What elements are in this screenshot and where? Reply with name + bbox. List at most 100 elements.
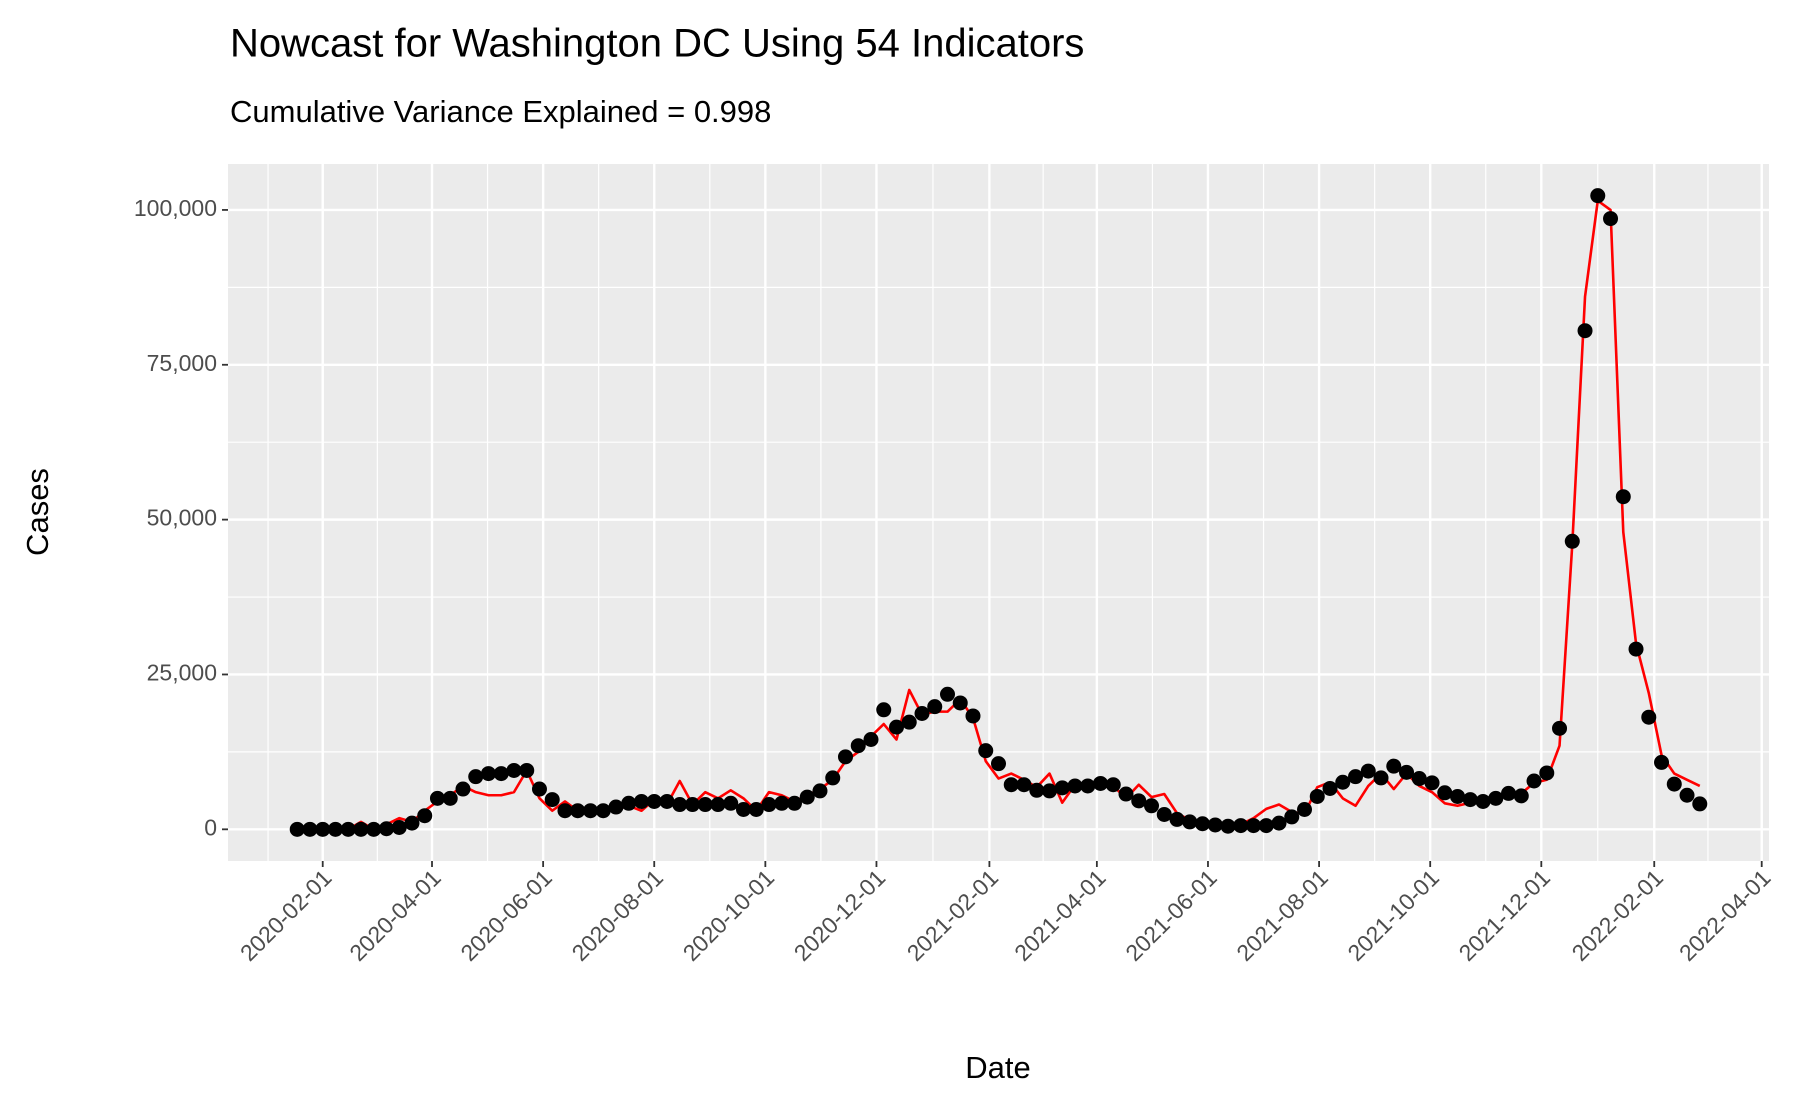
observed-point [1118, 786, 1134, 802]
x-tick-label: 2020-06-01 [455, 864, 557, 966]
x-tick-label: 2020-12-01 [789, 864, 891, 966]
x-tick-label: 2021-10-01 [1342, 864, 1444, 966]
observed-point [723, 795, 739, 811]
observed-point [978, 743, 994, 759]
observed-point [557, 803, 573, 819]
observed-point [1054, 780, 1070, 796]
observed-point [888, 719, 904, 735]
observed-point [1628, 641, 1644, 657]
observed-point [1309, 788, 1325, 804]
y-tick-label: 100,000 [134, 195, 217, 221]
observed-point [672, 797, 688, 813]
x-tick-label: 2021-08-01 [1231, 864, 1333, 966]
observed-point [1360, 763, 1376, 779]
x-tick-label: 2020-10-01 [678, 864, 780, 966]
observed-point [786, 795, 802, 811]
observed-point [876, 702, 892, 718]
x-tick-label: 2021-02-01 [902, 864, 1004, 966]
observed-point [1003, 777, 1019, 793]
observed-point [914, 705, 930, 721]
observed-point [595, 803, 611, 819]
observed-point [1233, 818, 1249, 834]
observed-point [302, 821, 318, 837]
observed-point [1144, 798, 1160, 814]
observed-point [1386, 758, 1402, 774]
observed-point [774, 795, 790, 811]
observed-point [1590, 188, 1606, 204]
chart-title: Nowcast for Washington DC Using 54 Indic… [230, 22, 1084, 66]
observed-point [1399, 764, 1415, 780]
observed-point [1526, 773, 1542, 789]
observed-point [1411, 771, 1427, 787]
observed-point [1182, 814, 1198, 830]
observed-point [429, 790, 445, 806]
observed-point [1105, 777, 1121, 793]
observed-point [1169, 811, 1185, 827]
observed-point [1284, 809, 1300, 825]
observed-point [799, 789, 815, 805]
observed-point [1029, 782, 1045, 798]
observed-point [812, 783, 828, 799]
x-tick-label: 2020-08-01 [566, 864, 668, 966]
chart-subtitle: Cumulative Variance Explained = 0.998 [230, 94, 771, 129]
y-axis-title: Cases [20, 468, 55, 556]
observed-point [633, 793, 649, 809]
observed-point [455, 781, 471, 797]
observed-point [825, 770, 841, 786]
observed-point [1641, 709, 1657, 725]
observed-point [1093, 775, 1109, 791]
observed-point [1462, 792, 1478, 808]
observed-point [340, 821, 356, 837]
observed-point [1348, 769, 1364, 785]
observed-point [901, 714, 917, 730]
observed-point [391, 819, 407, 835]
observed-point [366, 821, 382, 837]
observed-point [659, 793, 675, 809]
x-tick-label: 2020-04-01 [344, 864, 446, 966]
observed-point [531, 781, 547, 797]
observed-point [1156, 806, 1172, 822]
observed-point [417, 808, 433, 824]
y-tick-label: 25,000 [147, 660, 217, 686]
observed-point [1016, 777, 1032, 793]
observed-point [1220, 818, 1236, 834]
observed-point [442, 790, 458, 806]
observed-point [1475, 793, 1491, 809]
observed-point [1615, 489, 1631, 505]
observed-point [621, 795, 637, 811]
observed-point [544, 792, 560, 808]
observed-point [1246, 818, 1262, 834]
observed-point [939, 686, 955, 702]
observed-point [1564, 533, 1580, 549]
observed-point [1258, 818, 1274, 834]
observed-point [608, 799, 624, 815]
x-axis-title: Date [965, 1050, 1030, 1085]
observed-point [519, 762, 535, 778]
observed-point [1080, 778, 1096, 794]
observed-point [952, 695, 968, 711]
observed-point [1577, 323, 1593, 339]
observed-point [506, 762, 522, 778]
y-tick-label: 75,000 [147, 350, 217, 376]
observed-point [404, 815, 420, 831]
observed-point [1207, 817, 1223, 833]
observed-point [863, 732, 879, 748]
observed-point [735, 801, 751, 817]
observed-point [710, 797, 726, 813]
x-tick-label: 2022-04-01 [1674, 864, 1776, 966]
observed-point [1297, 801, 1313, 817]
x-tick-label: 2020-02-01 [235, 864, 337, 966]
observed-point [1488, 790, 1504, 806]
observed-point [697, 797, 713, 813]
observed-point [1501, 785, 1517, 801]
observed-point [965, 708, 981, 724]
observed-point [1692, 796, 1708, 812]
observed-point [1603, 211, 1619, 227]
observed-point [1437, 785, 1453, 801]
observed-point [850, 738, 866, 754]
observed-point [570, 803, 586, 819]
observed-point [837, 749, 853, 765]
observed-point [378, 821, 394, 837]
observed-point [684, 797, 700, 813]
observed-point [1666, 776, 1682, 792]
